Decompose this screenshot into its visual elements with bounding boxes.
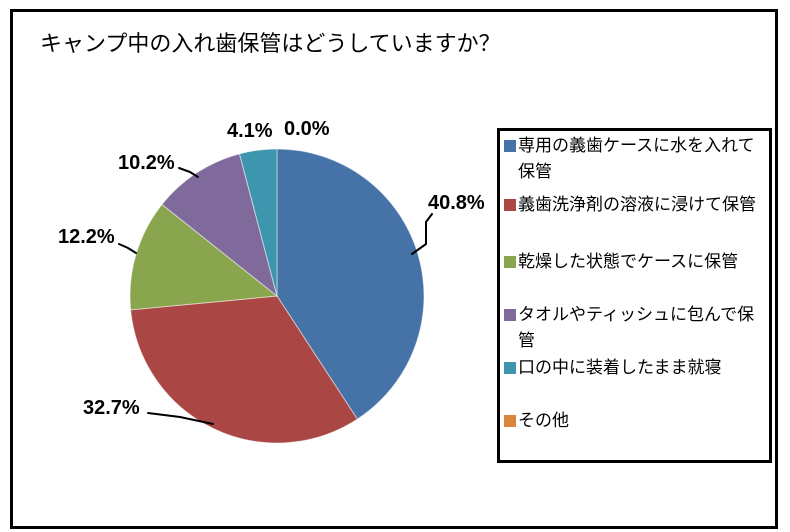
chart-outer-border [10, 9, 778, 529]
data-label: 0.0% [284, 118, 330, 140]
legend-item: 乾燥した状態でケースに保管 [504, 249, 766, 275]
legend-item: 口の中に装着したまま就寝 [504, 355, 766, 381]
legend-item-label: 乾燥した状態でケースに保管 [518, 252, 739, 271]
legend-box: 専用の義歯ケースに水を入れて保管 義歯洗浄剤の溶液に浸けて保管 乾燥した状態でケ… [497, 128, 772, 463]
pie-slice-2 [129, 203, 279, 311]
legend-color-swatch [504, 140, 516, 152]
pie-slice-3 [161, 153, 278, 298]
legend-item: 専用の義歯ケースに水を入れて保管 [504, 133, 766, 185]
pie-slice-1 [130, 295, 359, 444]
legend-item-label: タオルやティッシュに包んで保管 [518, 305, 755, 350]
leader-line-32-7 [147, 412, 214, 425]
leader-lines [118, 167, 433, 425]
legend-color-swatch [504, 256, 516, 268]
data-label: 32.7% [83, 397, 140, 419]
legend-color-swatch [504, 199, 516, 211]
legend-item-label: 口の中に装着したまま就寝 [518, 358, 722, 377]
data-label: 10.2% [118, 152, 175, 174]
legend-color-swatch [504, 362, 516, 374]
legend-item-label: 義歯洗浄剤の溶液に浸けて保管 [518, 195, 756, 214]
legend-item-label: その他 [518, 411, 569, 430]
legend-item: 義歯洗浄剤の溶液に浸けて保管 [504, 192, 766, 218]
data-label: 4.1% [227, 120, 273, 142]
data-label: 12.2% [58, 226, 115, 248]
legend-item: タオルやティッシュに包んで保管 [504, 302, 766, 354]
legend-color-swatch [504, 415, 516, 427]
leader-line-12-2 [118, 243, 137, 254]
legend-item-label: 専用の義歯ケースに水を入れて保管 [518, 136, 755, 181]
pie-slice-4 [238, 148, 278, 297]
legend-item: その他 [504, 408, 766, 434]
legend-color-swatch [504, 309, 516, 321]
chart-title: キャンプ中の入れ歯保管はどうしていますか？ [40, 31, 501, 56]
leader-line-10-2 [178, 167, 199, 178]
pie-slices [129, 148, 425, 444]
data-label: 40.8% [428, 192, 485, 214]
leader-line-40-8 [411, 213, 433, 255]
